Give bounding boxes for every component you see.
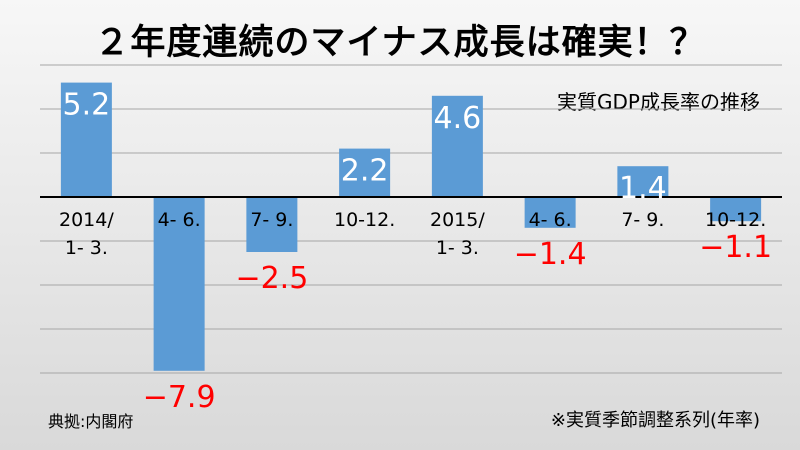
bar [431, 95, 483, 197]
value-label: 2.2 [341, 154, 389, 189]
bar [60, 82, 112, 197]
category-label: 4- 6. [158, 209, 201, 231]
bars [60, 82, 762, 371]
source-note: 典拠:内閣府 [48, 412, 134, 431]
value-label: 4.6 [434, 101, 482, 136]
value-labels: 5.2 −7.9 −2.5 2.2 4.6 −1.4 1.4 −1.1 [63, 88, 773, 415]
category-label: 2015/1- 3. [430, 209, 485, 259]
category-label: 2014/1- 3. [59, 209, 114, 259]
bar [617, 166, 669, 197]
bar [246, 197, 298, 252]
value-label: 1.4 [619, 171, 667, 206]
bar [339, 148, 391, 197]
gridlines [40, 64, 782, 374]
category-label: 10-12. [334, 209, 395, 231]
bar [153, 197, 205, 371]
category-label: 4- 6. [529, 209, 572, 231]
value-label: −2.5 [235, 261, 308, 296]
footnote: ※実質季節調整系列(年率) [550, 410, 760, 431]
bar [710, 197, 762, 222]
value-label: 5.2 [63, 88, 111, 123]
category-labels: 2014/1- 3. 4- 6. 7- 9. 10-12. 2015/1- 3. 4- 6… [59, 209, 766, 259]
bar [524, 197, 576, 228]
category-label: 10-12. [705, 209, 766, 231]
category-label: 7- 9. [621, 209, 664, 231]
value-label: −7.9 [143, 380, 216, 415]
category-label: 7- 9. [250, 209, 293, 231]
value-label: −1.4 [514, 237, 587, 272]
chart-title: ２年度連続のマイナス成長は確実！？ [94, 23, 706, 63]
chart-subtitle: 実質GDP成長率の推移 [557, 90, 760, 114]
value-label: −1.1 [699, 230, 772, 265]
